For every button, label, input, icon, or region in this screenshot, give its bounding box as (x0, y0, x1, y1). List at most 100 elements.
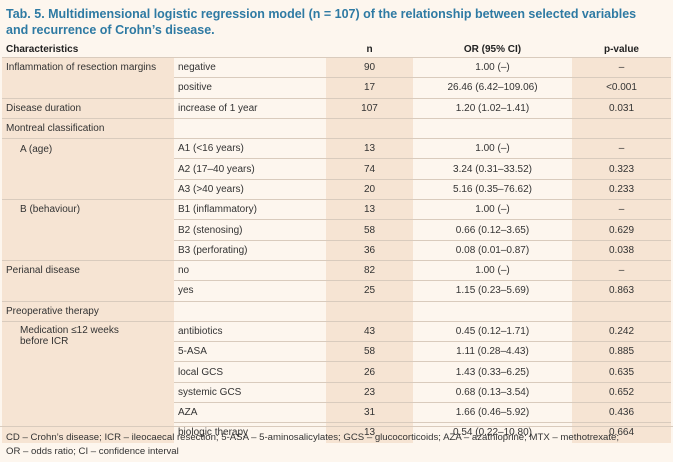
row-n: 58 (326, 219, 413, 241)
row-label: A (age) (2, 138, 174, 159)
row-label: Inflammation of resection margins (2, 56, 174, 78)
row-p: 0.323 (572, 158, 671, 180)
row-sub: B3 (perforating) (174, 239, 326, 261)
row-n: 74 (326, 158, 413, 180)
table-row: local GCS 26 1.43 (0.33–6.25) 0.635 (2, 361, 671, 383)
row-or: 1.11 (0.28–4.43) (413, 341, 572, 362)
row-n: 90 (326, 56, 413, 78)
row-n: 13 (326, 199, 413, 220)
row-or: 1.20 (1.02–1.41) (413, 97, 572, 119)
table-row: Disease duration increase of 1 year 107 … (2, 97, 671, 119)
table-row: Perianal disease no 82 1.00 (–) – (2, 259, 671, 281)
row-p: 0.233 (572, 178, 671, 200)
row-label: Perianal disease (2, 259, 174, 281)
row-or: 1.15 (0.23–5.69) (413, 280, 572, 302)
medication-label-line-2: before ICR (20, 335, 69, 347)
row-p: – (572, 199, 671, 220)
header-n: n (366, 43, 373, 55)
row-p: 0.664 (572, 422, 671, 443)
row-label: Medication ≤12 weeks before ICR (2, 320, 174, 443)
row-p: 0.038 (572, 239, 671, 261)
footnote-line-2: OR – odds ratio; CI – confidence interva… (6, 446, 179, 457)
row-n: 26 (326, 361, 413, 383)
row-n: 17 (326, 77, 413, 99)
table-row: positive 17 26.46 (6.42–109.06) <0.001 (2, 77, 671, 99)
table-row: Preoperative therapy (2, 300, 671, 322)
row-n: 13 (326, 138, 413, 159)
row-n: 36 (326, 239, 413, 261)
row-sub: increase of 1 year (174, 97, 326, 119)
row-or: 5.16 (0.35–76.62) (413, 178, 572, 200)
table-row: 5-ASA 58 1.11 (0.28–4.43) 0.885 (2, 341, 671, 362)
row-or: 0.54 (0.22–10.80) (413, 422, 572, 443)
row-p: 0.652 (572, 381, 671, 403)
row-or: 1.00 (–) (413, 56, 572, 78)
table-row: systemic GCS 23 0.68 (0.13–3.54) 0.652 (2, 381, 671, 403)
row-or: 1.00 (–) (413, 199, 572, 220)
row-or: 1.00 (–) (413, 259, 572, 281)
row-n: 58 (326, 341, 413, 362)
table-row: Medication ≤12 weeks before ICR antibiot… (2, 320, 671, 443)
table-row: B3 (perforating) 36 0.08 (0.01–0.87) 0.0… (2, 239, 671, 261)
caption-line-2: and recurrence of Crohn’s disease. (6, 23, 215, 37)
row-n: 20 (326, 178, 413, 200)
row-or: 1.66 (0.46–5.92) (413, 402, 572, 423)
row-sub: positive (174, 77, 326, 99)
table-row: biologic therapy 13 0.54 (0.22–10.80) 0.… (2, 422, 671, 443)
row-p: 0.635 (572, 361, 671, 383)
row-n: 31 (326, 402, 413, 423)
footnote-line-1: CD – Crohn’s disease; ICR – ileocaecal r… (6, 432, 620, 443)
row-n: 23 (326, 381, 413, 403)
table-row: Montreal classification (2, 117, 671, 139)
row-sub: antibiotics (174, 320, 326, 342)
medication-label-line-1: Medication ≤12 weeks (20, 324, 119, 336)
row-sub: B1 (inflammatory) (174, 199, 326, 220)
row-n: 43 (326, 320, 413, 342)
row-p: <0.001 (572, 77, 671, 99)
table-header-row: Characteristics n OR (95% CI) p-value (2, 41, 671, 58)
table-footnote: CD – Crohn’s disease; ICR – ileocaecal r… (0, 426, 673, 462)
row-p: 0.629 (572, 219, 671, 241)
table-row: A3 (>40 years) 20 5.16 (0.35–76.62) 0.23… (2, 178, 671, 200)
row-sub: negative (174, 56, 326, 78)
row-n: 25 (326, 280, 413, 302)
row-or: 1.00 (–) (413, 138, 572, 159)
row-or: 0.68 (0.13–3.54) (413, 381, 572, 403)
header-characteristics: Characteristics (6, 43, 79, 55)
row-p: – (572, 138, 671, 159)
table-row: A (age) A1 (<16 years) 13 1.00 (–) – (2, 138, 671, 159)
table-caption: Tab. 5. Multidimensional logistic regres… (6, 6, 666, 38)
row-sub: biologic therapy (174, 422, 326, 443)
caption-line-1: Tab. 5. Multidimensional logistic regres… (6, 7, 637, 21)
row-sub: no (174, 259, 326, 281)
row-or: 0.08 (0.01–0.87) (413, 239, 572, 261)
table-row: A2 (17–40 years) 74 3.24 (0.31–33.52) 0.… (2, 158, 671, 180)
header-p-value: p-value (603, 43, 639, 55)
table-row: B (behaviour) B1 (inflammatory) 13 1.00 … (2, 199, 671, 220)
row-sub: A1 (<16 years) (174, 138, 326, 159)
row-p: 0.242 (572, 320, 671, 342)
regression-table: Characteristics n OR (95% CI) p-value In… (2, 41, 671, 443)
row-sub: AZA (174, 402, 326, 423)
row-p: 0.885 (572, 341, 671, 362)
row-sub: A3 (>40 years) (174, 178, 326, 200)
row-or: 0.66 (0.12–3.65) (413, 219, 572, 241)
row-sub: systemic GCS (174, 381, 326, 403)
table-row: B2 (stenosing) 58 0.66 (0.12–3.65) 0.629 (2, 219, 671, 241)
row-p: – (572, 259, 671, 281)
row-p: 0.436 (572, 402, 671, 423)
row-p: 0.863 (572, 280, 671, 302)
row-label: Montreal classification (2, 117, 174, 139)
row-n: 82 (326, 259, 413, 281)
table-row: AZA 31 1.66 (0.46–5.92) 0.436 (2, 402, 671, 423)
row-sub: B2 (stenosing) (174, 219, 326, 241)
row-or: 26.46 (6.42–109.06) (413, 77, 572, 99)
row-sub: A2 (17–40 years) (174, 158, 326, 180)
row-label: Preoperative therapy (2, 300, 174, 322)
row-or: 3.24 (0.31–33.52) (413, 158, 572, 180)
row-p: – (572, 56, 671, 78)
row-or: 1.43 (0.33–6.25) (413, 361, 572, 383)
header-or: OR (95% CI) (463, 43, 522, 55)
row-n: 107 (326, 97, 413, 119)
row-sub: 5-ASA (174, 341, 326, 362)
